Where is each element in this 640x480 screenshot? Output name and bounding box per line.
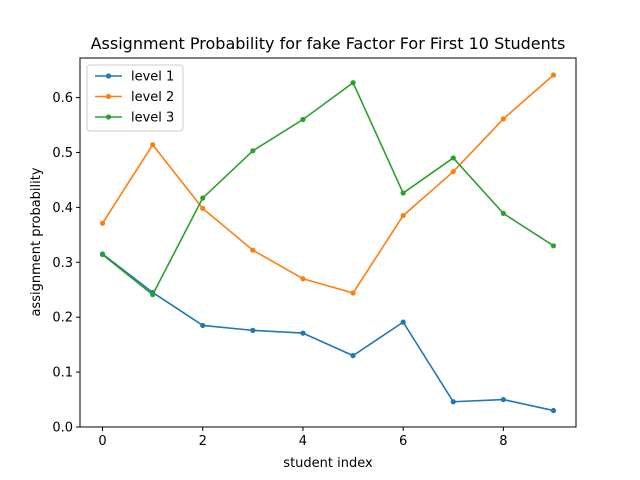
data-point (400, 212, 406, 219)
data-point (200, 195, 206, 201)
x-tick-label: 0 (98, 434, 106, 449)
data-point (450, 155, 456, 161)
series-2 (99, 72, 557, 296)
series-line (101, 81, 555, 296)
series-3 (99, 80, 557, 298)
y-tick-label: 0.5 (52, 146, 73, 161)
y-tick-label: 0.3 (52, 256, 73, 271)
y-axis-label: assignment probability (29, 167, 44, 316)
x-tick-label: 2 (199, 434, 207, 449)
y-tick-label: 0.1 (52, 366, 73, 381)
data-point (250, 148, 256, 154)
data-point (550, 243, 557, 249)
data-point (300, 330, 306, 336)
data-point (400, 319, 406, 325)
chart-title: Assignment Probability for fake Factor F… (91, 34, 566, 53)
data-point (200, 205, 206, 212)
data-point (350, 290, 356, 296)
y-tick-label: 0.2 (52, 311, 73, 326)
data-point (150, 142, 156, 148)
data-point (450, 399, 456, 405)
x-axis-label: student index (283, 456, 373, 471)
data-point (350, 353, 356, 359)
legend-marker (105, 93, 112, 100)
x-tick-label: 8 (499, 434, 507, 449)
data-point (200, 322, 206, 329)
legend-label: level 2 (131, 90, 174, 105)
legend: level 1 level 2 level 3 (86, 64, 184, 132)
data-point (300, 116, 306, 123)
data-point (250, 327, 256, 333)
plot-frame (79, 57, 577, 428)
y-axis: 0.0 0.1 0.2 0.3 0.4 0.5 0.6 (52, 91, 80, 436)
x-axis: 0 2 4 6 8 (98, 427, 507, 449)
legend-label: level 1 (131, 70, 174, 85)
series-1 (99, 251, 557, 414)
data-point (150, 292, 156, 298)
series-line (101, 252, 555, 412)
data-point (500, 210, 506, 216)
x-tick-label: 6 (399, 434, 407, 449)
y-tick-label: 0.0 (52, 421, 73, 436)
plot-area (99, 72, 557, 414)
data-point (450, 169, 456, 175)
x-tick-label: 4 (299, 434, 307, 449)
data-point (99, 220, 106, 226)
data-point (300, 276, 306, 282)
data-point (350, 80, 356, 86)
series-line (101, 73, 555, 294)
data-point (250, 247, 256, 253)
data-point (500, 396, 506, 403)
y-tick-label: 0.4 (52, 201, 73, 216)
data-point (550, 407, 557, 414)
data-point (500, 116, 506, 122)
legend-marker (105, 73, 112, 79)
y-tick-label: 0.6 (52, 91, 73, 106)
data-point (550, 72, 557, 78)
legend-marker (105, 114, 112, 120)
legend-label: level 3 (131, 111, 174, 126)
data-point (99, 251, 106, 258)
data-point (400, 190, 406, 196)
legend-box (86, 64, 184, 132)
